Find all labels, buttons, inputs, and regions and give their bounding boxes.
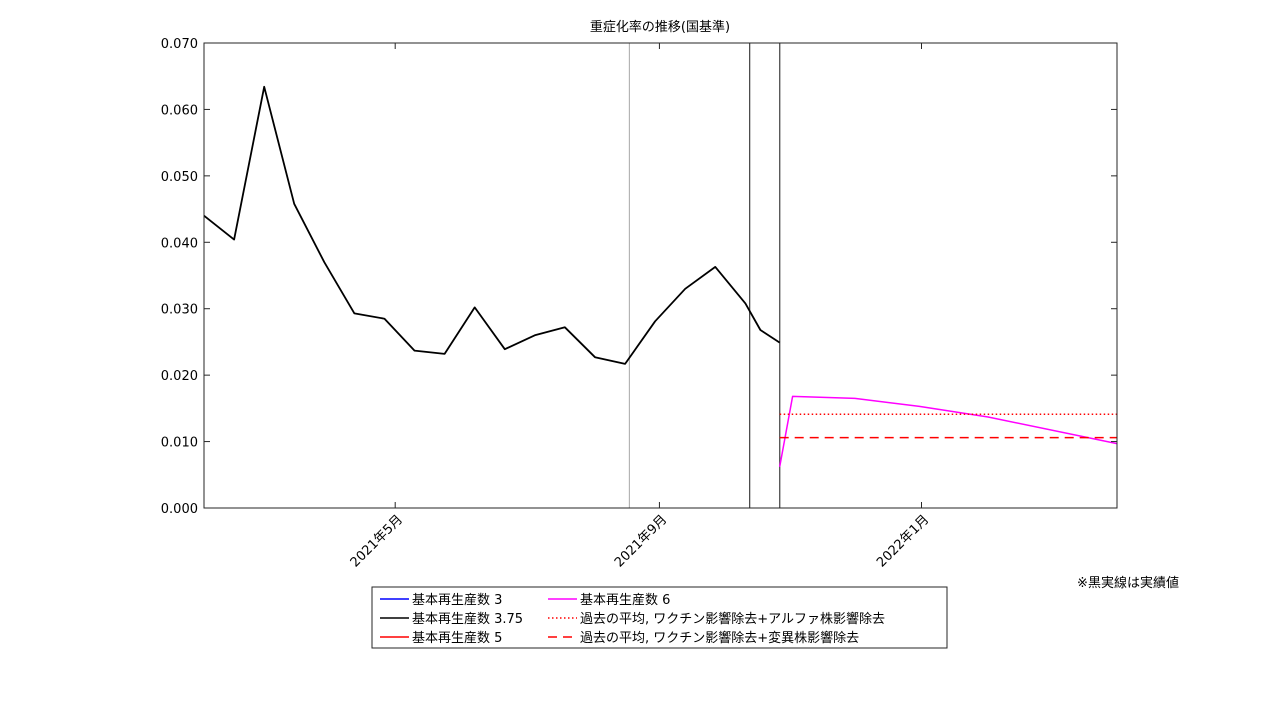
y-axis: 0.000 0.010 0.020 0.030 0.040 0.050 0.060 0.070 — [161, 37, 1117, 517]
x-tick-label: 2022年1月 — [874, 512, 932, 570]
y-tick-label: 0.030 — [161, 303, 198, 318]
y-tick-label: 0.000 — [161, 502, 198, 517]
x-tick-label: 2021年9月 — [612, 512, 670, 570]
chart-title: 重症化率の推移(国基準) — [590, 19, 730, 35]
vertical-markers — [628, 43, 781, 508]
series-line — [778, 395, 1118, 467]
legend-label: 過去の平均, ワクチン影響除去+アルファ株影響除去 — [580, 611, 885, 627]
y-tick-label: 0.040 — [161, 236, 198, 251]
legend-label: 基本再生産数 5 — [412, 630, 502, 646]
plot-background — [204, 43, 1117, 508]
plot-area: 0.000 0.010 0.020 0.030 0.040 0.050 0.060 0.070… — [161, 37, 1118, 570]
series-lines — [203, 85, 1118, 467]
y-tick-label: 0.050 — [161, 170, 198, 185]
actual-values-line — [203, 85, 781, 365]
legend: 基本再生産数 3 基本再生産数 3.75 基本再生産数 5 基本再生産数 6 過去の平均… — [371, 586, 948, 649]
actual-values-note: ※黒実線は実績値 — [1077, 575, 1179, 591]
plot-frame — [203, 42, 1118, 509]
y-tick-label: 0.060 — [161, 103, 198, 118]
x-tick-label: 2021年5月 — [348, 512, 406, 570]
legend-label: 基本再生産数 3 — [412, 592, 502, 608]
y-tick-label: 0.020 — [161, 369, 198, 384]
legend-box — [371, 586, 948, 649]
legend-label: 基本再生産数 6 — [580, 592, 670, 608]
legend-label: 過去の平均, ワクチン影響除去+変異株影響除去 — [580, 630, 859, 646]
y-tick-label: 0.070 — [161, 37, 198, 52]
y-tick-label: 0.010 — [161, 436, 198, 451]
legend-label: 基本再生産数 3.75 — [412, 611, 523, 627]
